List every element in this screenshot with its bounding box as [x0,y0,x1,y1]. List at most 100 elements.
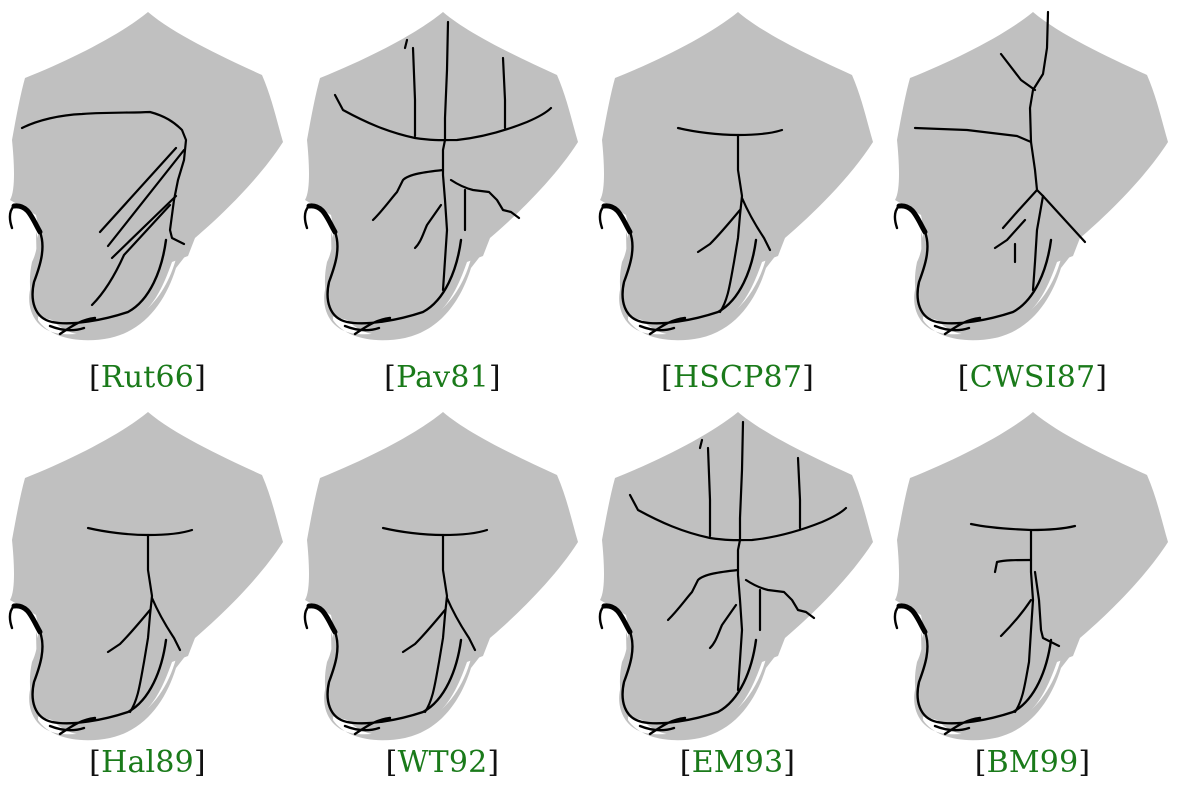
skeleton [598,126,784,336]
skeleton-branch-3 [706,446,712,538]
panel-caption-2: [Pav81] [384,360,501,395]
panel-caption-1: [Rut66] [89,360,206,395]
skeleton-tail [893,604,1053,736]
panel-shape-4 [893,10,1168,341]
skeleton-tail [303,604,463,736]
skeleton-tail-hook [306,203,338,235]
skeleton-branch-3 [445,596,477,652]
panel-caption-5: [Hal89] [89,745,206,780]
skeleton-branch-2 [423,533,449,714]
skeleton-branch-1 [333,93,553,142]
skeleton-tail [598,204,758,336]
skeleton-branch-2 [441,20,450,292]
panel-2: [Pav81] [295,0,590,395]
skeleton-branch-3 [411,46,417,138]
skeleton-branch-5 [999,598,1033,638]
skeleton-tail [893,204,1053,336]
skeleton-branch-2 [128,533,154,714]
panel-3: [HSCP87] [590,0,885,395]
citation-key-1: Rut66 [100,360,195,395]
panel-shape-3 [598,12,873,341]
panel-shape-6 [303,412,578,741]
panel-caption-6: [WT92] [385,745,500,780]
citation-key-4: CWSI87 [969,360,1096,395]
shape-tail-region [29,632,190,741]
skeleton-branch-4 [1041,194,1087,244]
skeleton-branch-2 [999,52,1037,92]
shape-tail-region [324,632,485,741]
shape-silhouette [10,12,283,336]
skeleton-branch-1 [628,493,848,542]
panel-shape-5 [8,412,283,741]
shape-tail-region [29,232,190,341]
citation-key-6: WT92 [397,745,488,780]
skeleton-branch-5 [1001,188,1039,230]
citation-key-2: Pav81 [396,360,489,395]
panel-caption-8: [BM99] [974,745,1091,780]
skeleton-branch-3 [740,196,772,252]
panel-shape-2 [303,12,578,341]
panel-4: [CWSI87] [885,0,1180,395]
skeleton-branch-1 [1028,10,1050,198]
skeleton-tail-hook [11,203,43,235]
skeleton-branch-5 [501,56,507,130]
panel-shape-1 [8,12,283,341]
shape-silhouette [600,412,873,736]
skeleton-branch-5 [90,203,172,307]
skeleton-branch-1 [20,110,188,246]
skeleton-branch-3 [993,558,1033,574]
skeleton-tail-hook [306,603,338,635]
skeleton-branch-6 [666,568,740,622]
skeleton [8,110,188,336]
panel-8: [BM99] [885,400,1180,795]
panel-shape-7 [598,412,873,741]
skeleton [893,10,1087,336]
skeleton-branch-3 [150,596,182,652]
skeleton-tail [598,604,758,736]
skeleton-branch-2 [98,146,178,234]
skeleton-branch-6 [1031,194,1045,292]
skeleton-tail [8,204,168,336]
skeleton-branch-7 [993,218,1027,250]
panel-1: [Rut66] [0,0,295,395]
shape-silhouette [305,12,578,336]
skeleton [303,20,553,336]
skeleton-branch-7 [744,578,816,620]
skeleton-branch-4 [401,608,447,654]
skeleton [598,420,848,736]
shape-tail-region [619,632,780,741]
skeleton-tail [303,204,463,336]
skeleton-branch-2 [718,133,744,314]
skeleton-tail-hook [896,203,928,235]
skeleton-branch-2 [1013,528,1035,714]
skeleton-branch-4 [698,438,704,450]
skeleton-branch-2 [736,420,745,692]
skeleton-branch-4 [110,194,178,260]
citation-key-5: Hal89 [101,745,194,780]
skeleton-branch-5 [796,456,802,530]
skeleton-tail [8,604,168,736]
citation-key-3: HSCP87 [672,360,803,395]
citation-key-7: EM93 [691,745,784,780]
skeleton-branch-9 [708,603,738,650]
panel-5: [Hal89] [0,400,295,795]
panel-caption-7: [EM93] [679,745,796,780]
shape-silhouette [895,12,1168,336]
shape-silhouette [10,412,283,736]
skeleton-tail-hook [11,603,43,635]
shape-silhouette [305,412,578,736]
panel-6: [WT92] [295,400,590,795]
skeleton-tail-hook [601,203,633,235]
skeleton [303,526,489,736]
skeleton-branch-4 [106,608,152,654]
shape-tail-region [324,232,485,341]
skeleton-branch-4 [696,208,742,254]
skeleton-branch-4 [1033,570,1061,648]
skeleton-branch-7 [449,178,521,220]
skeleton-branch-9 [413,203,443,250]
panel-caption-3: [HSCP87] [660,360,815,395]
shape-silhouette [600,12,873,336]
citation-key-8: BM99 [986,745,1079,780]
skeleton-branch-3 [106,148,186,248]
